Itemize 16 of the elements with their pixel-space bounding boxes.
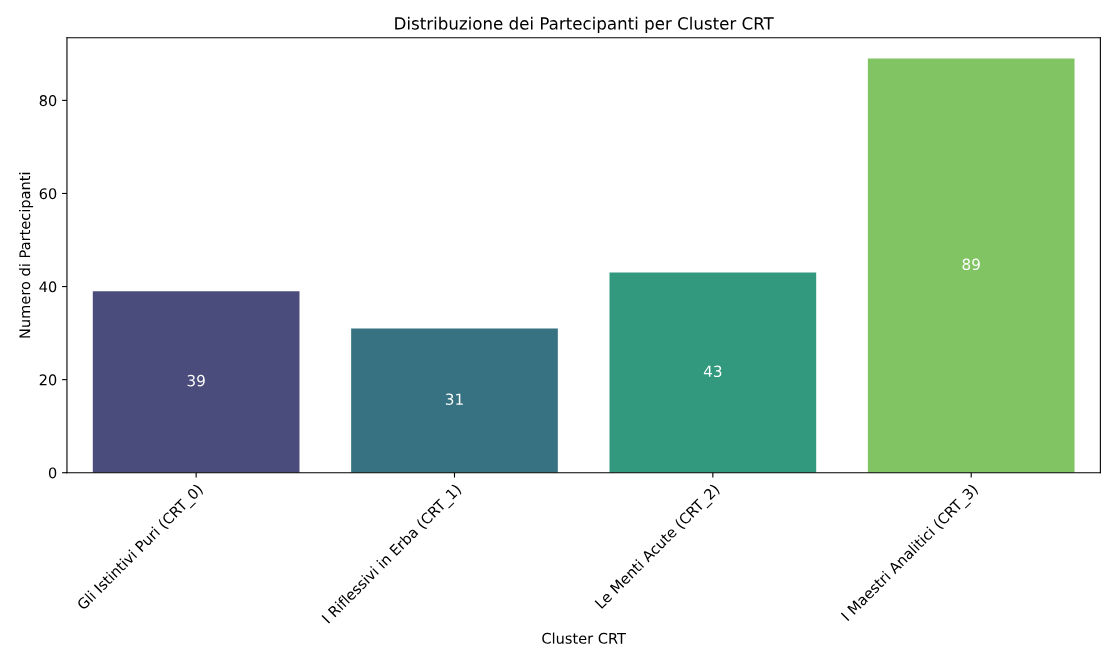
y-tick-label: 80 [39, 95, 57, 107]
y-tick-label: 20 [39, 374, 57, 386]
data-label: 39 [187, 374, 205, 387]
bar [867, 58, 1075, 473]
bar [351, 328, 558, 473]
data-label: 31 [445, 393, 463, 406]
bar [92, 291, 300, 473]
data-label: 89 [962, 258, 980, 271]
chart-title: Distribuzione dei Partecipanti per Cluster CRT [395, 16, 774, 33]
data-label: 43 [703, 365, 722, 378]
y-tick-label: 60 [39, 188, 57, 200]
y-axis-title: Numero di Partecipanti [19, 172, 34, 338]
y-tick-label: 40 [39, 281, 57, 293]
x-axis-title: Cluster CRT [542, 632, 626, 644]
y-tick-label: 0 [48, 467, 57, 479]
bar [609, 272, 817, 473]
